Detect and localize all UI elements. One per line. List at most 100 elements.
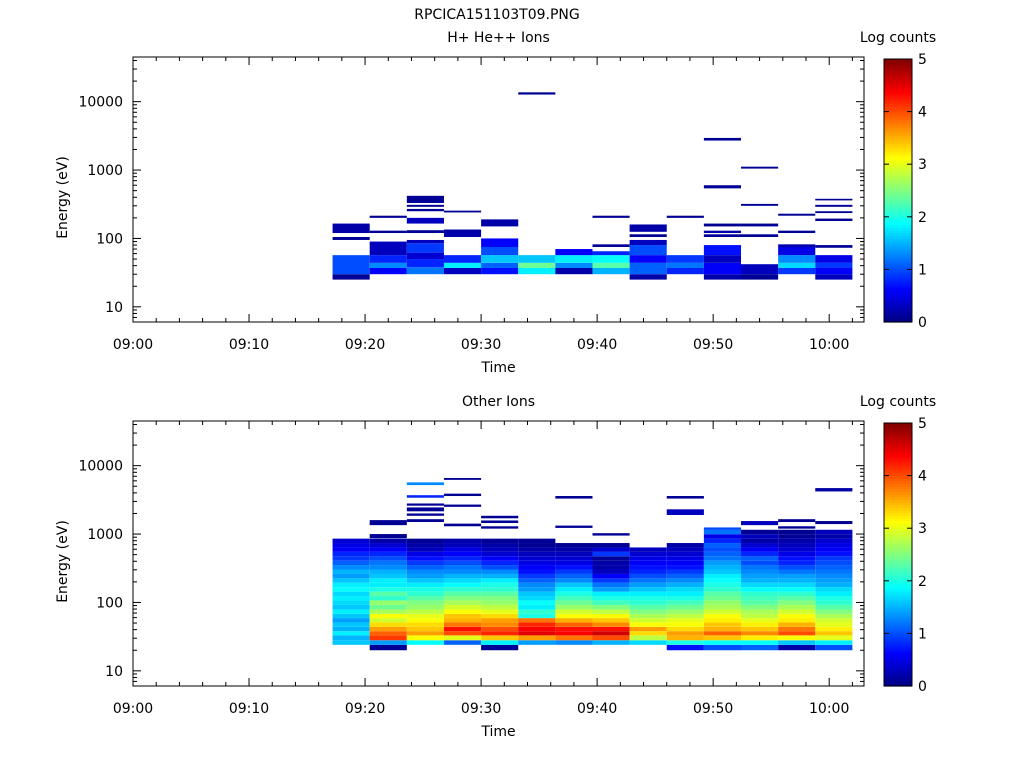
colorbar-segment	[884, 551, 912, 556]
heatmap-cell	[518, 640, 556, 645]
heatmap-cell	[406, 538, 444, 544]
heatmap-cell	[481, 565, 519, 570]
colorbar-tick-label: 4	[918, 469, 927, 485]
colorbar-segment	[884, 649, 912, 653]
heatmap-cell	[703, 185, 742, 189]
heatmap-cell	[741, 587, 779, 592]
heatmap-cell	[815, 204, 853, 207]
heatmap-cell	[443, 613, 482, 619]
heatmap-cell	[443, 600, 482, 605]
colorbar-segment	[884, 578, 912, 582]
heatmap-cell	[406, 551, 444, 557]
colorbar-segment	[884, 164, 912, 168]
heatmap-cell	[741, 565, 779, 570]
heatmap-cell	[815, 569, 853, 574]
x-tick-label: 09:40	[577, 337, 617, 353]
heatmap-cell	[629, 560, 667, 566]
colorbar-segment	[884, 536, 912, 540]
heatmap-cell	[666, 262, 704, 268]
colorbar-segment	[884, 430, 912, 435]
heatmap-cell	[406, 208, 444, 212]
colorbar-segment	[884, 169, 912, 173]
panel-title: Other Ions	[462, 394, 535, 410]
heatmap-cell	[778, 582, 816, 588]
heatmap-cell	[555, 640, 593, 645]
colorbar-segment	[884, 216, 912, 221]
colorbar-segment	[884, 295, 912, 299]
heatmap-cell	[703, 618, 742, 623]
heatmap-cell	[815, 211, 853, 214]
heatmap-cell	[555, 600, 593, 605]
heatmap-cell	[592, 591, 630, 597]
colorbar-segment	[884, 675, 912, 679]
colorbar-segment	[884, 483, 912, 487]
heatmap-cell	[629, 587, 667, 592]
heatmap-cell	[741, 635, 779, 641]
heatmap-cell	[592, 533, 630, 536]
colorbar-segment	[884, 193, 912, 197]
colorbar-segment	[884, 622, 912, 627]
colorbar-segment	[884, 546, 912, 550]
heatmap-cell	[369, 538, 407, 544]
heatmap-cell	[778, 631, 816, 636]
colorbar-segment	[884, 187, 912, 192]
heatmap-cell	[443, 504, 482, 507]
heatmap-cell	[481, 600, 519, 605]
heatmap-cell	[332, 547, 370, 552]
heatmap-cell	[741, 234, 779, 237]
colorbar: 0 1 2 3 4 5 Log counts	[860, 30, 936, 331]
colorbar-segment	[884, 607, 912, 611]
colorbar-segment	[884, 287, 912, 292]
heatmap-cell	[815, 218, 853, 221]
heatmap-cell	[443, 560, 482, 566]
colorbar-segment	[884, 108, 912, 113]
heatmap-cell	[369, 622, 407, 627]
colorbar-segment	[884, 438, 912, 443]
heatmap-cell	[703, 596, 742, 601]
heatmap-cell	[443, 569, 482, 574]
heatmap-cell	[443, 622, 482, 627]
heatmap-cell	[406, 560, 444, 566]
heatmap-cell	[555, 267, 593, 275]
heatmap-cell	[406, 635, 444, 641]
heatmap-cell	[406, 547, 444, 552]
heatmap-cell	[741, 223, 779, 227]
panel-title: H+ He++ Ions	[447, 30, 550, 46]
colorbar-segment	[884, 528, 912, 532]
colorbar-segment	[884, 664, 912, 669]
heatmap-cell	[555, 496, 593, 499]
heatmap-cell	[703, 274, 742, 280]
colorbar-segment	[884, 467, 912, 471]
heatmap-cell	[741, 560, 779, 566]
x-tick-label: 09:10	[229, 337, 269, 353]
heatmap-cell	[703, 543, 742, 548]
heatmap-cell	[592, 255, 630, 263]
heatmap-cell	[703, 245, 742, 256]
colorbar-segment	[884, 659, 912, 663]
heatmap-cell	[369, 578, 407, 583]
heatmap-cell	[481, 578, 519, 583]
heatmap-cell	[629, 635, 667, 641]
heatmap-cell	[703, 600, 742, 605]
colorbar-segment	[884, 285, 912, 289]
colorbar-tick-label: 1	[918, 262, 927, 278]
heatmap-cell	[481, 591, 519, 597]
heatmap-cell	[481, 219, 519, 227]
heatmap-cell	[406, 267, 444, 275]
heatmap-cell	[703, 622, 742, 627]
heatmap-cell	[666, 644, 704, 651]
colorbar-segment	[884, 145, 912, 150]
colorbar-segment	[884, 667, 912, 671]
panel-1: H+ He++ Ions 09:00 09:10 09:20 09:30 09:40 09:…	[55, 30, 936, 376]
y-tick-label: 100	[96, 595, 123, 611]
heatmap-cell	[592, 587, 630, 592]
heatmap-cell	[815, 618, 853, 623]
heatmap-cell	[741, 166, 779, 169]
heatmap-cell	[369, 241, 407, 256]
heatmap-cell	[481, 626, 519, 632]
heatmap-cell	[778, 255, 816, 263]
heatmap-cell	[778, 600, 816, 605]
heatmap-cell	[815, 604, 853, 610]
heatmap-cell	[778, 213, 816, 216]
